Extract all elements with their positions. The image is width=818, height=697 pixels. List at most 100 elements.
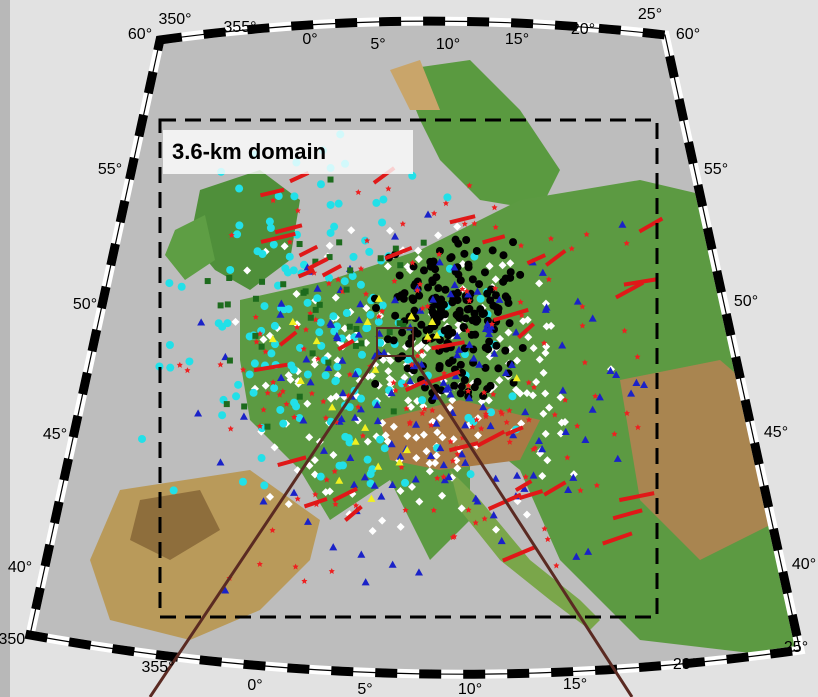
- station-black: [492, 342, 500, 350]
- station-cyan: [246, 370, 254, 378]
- station-cyan: [333, 363, 341, 371]
- station-black: [398, 328, 406, 336]
- station-black: [437, 296, 445, 304]
- station-cyan: [350, 253, 358, 261]
- station-black: [485, 338, 493, 346]
- station-black: [481, 364, 489, 372]
- station-green: [310, 350, 316, 356]
- degree-label: 5°: [370, 36, 385, 53]
- station-cyan: [170, 486, 178, 494]
- station-cyan: [365, 248, 373, 256]
- degree-label: 355°: [141, 659, 174, 676]
- station-black: [457, 389, 465, 397]
- station-green: [325, 360, 331, 366]
- degree-label: 40°: [8, 559, 32, 576]
- side-strip: [0, 0, 10, 697]
- station-cyan: [290, 266, 298, 274]
- station-cyan: [313, 294, 321, 302]
- station-cyan: [317, 473, 325, 481]
- station-cyan: [235, 221, 243, 229]
- map-figure: 3.6-km domain 350°355°0°5°10°15°20°25°60…: [0, 0, 818, 697]
- station-cyan: [477, 295, 485, 303]
- station-green: [308, 315, 314, 321]
- station-cyan: [260, 302, 268, 310]
- station-green: [205, 278, 211, 284]
- degree-label: 10°: [458, 681, 482, 697]
- station-cyan: [290, 366, 298, 374]
- station-black: [371, 380, 379, 388]
- degree-label: 45°: [43, 426, 67, 443]
- station-green: [353, 326, 359, 332]
- station-green: [225, 301, 231, 307]
- station-cyan: [276, 406, 284, 414]
- station-cyan: [343, 309, 351, 317]
- station-black: [499, 251, 507, 259]
- station-black: [441, 286, 449, 294]
- station-black: [432, 273, 440, 281]
- degree-label: 15°: [505, 31, 529, 48]
- station-black: [454, 312, 462, 320]
- station-cyan: [443, 193, 451, 201]
- station-black: [481, 268, 489, 276]
- station-cyan: [185, 357, 193, 365]
- station-green: [387, 329, 393, 335]
- degree-label: 20°: [571, 21, 595, 38]
- station-cyan: [270, 241, 278, 249]
- degree-label: 355°: [223, 19, 256, 36]
- station-cyan: [366, 311, 374, 319]
- degree-label: 20°: [673, 656, 697, 673]
- station-cyan: [235, 185, 243, 193]
- station-black: [454, 240, 462, 248]
- station-green: [378, 255, 384, 261]
- station-cyan: [508, 392, 516, 400]
- station-cyan: [317, 318, 325, 326]
- station-cyan: [335, 200, 343, 208]
- station-black: [469, 275, 477, 283]
- station-black: [444, 325, 452, 333]
- station-black: [436, 362, 444, 370]
- station-cyan: [327, 201, 335, 209]
- station-green: [253, 296, 259, 302]
- station-black: [414, 330, 422, 338]
- station-cyan: [218, 411, 226, 419]
- degree-label: 40°: [792, 556, 816, 573]
- station-green: [301, 290, 307, 296]
- station-cyan: [138, 435, 146, 443]
- degree-label: 60°: [676, 26, 700, 43]
- station-black: [460, 250, 468, 258]
- station-black: [509, 238, 517, 246]
- station-cyan: [322, 371, 330, 379]
- station-cyan: [357, 395, 365, 403]
- station-black: [430, 259, 438, 267]
- station-cyan: [226, 266, 234, 274]
- station-black: [420, 266, 428, 274]
- degree-label: 45°: [764, 424, 788, 441]
- station-black: [396, 271, 404, 279]
- station-black: [462, 236, 470, 244]
- station-green: [252, 333, 258, 339]
- station-cyan: [260, 481, 268, 489]
- station-black: [424, 283, 432, 291]
- station-cyan: [234, 381, 242, 389]
- station-black: [391, 312, 399, 320]
- station-green: [226, 275, 232, 281]
- station-cyan: [166, 364, 174, 372]
- station-black: [480, 309, 488, 317]
- station-black: [494, 364, 502, 372]
- station-green: [241, 403, 247, 409]
- degree-label: 50°: [73, 296, 97, 313]
- station-cyan: [376, 436, 384, 444]
- degree-label: 25°: [784, 639, 808, 656]
- station-cyan: [166, 341, 174, 349]
- station-green: [397, 262, 403, 268]
- station-black: [436, 313, 444, 321]
- station-black: [474, 378, 482, 386]
- station-cyan: [286, 253, 294, 261]
- domain-label: 3.6-km domain: [172, 139, 326, 164]
- station-green: [353, 343, 359, 349]
- station-green: [393, 246, 399, 252]
- station-cyan: [239, 478, 247, 486]
- station-cyan: [379, 196, 387, 204]
- station-black: [519, 344, 527, 352]
- station-green: [359, 340, 365, 346]
